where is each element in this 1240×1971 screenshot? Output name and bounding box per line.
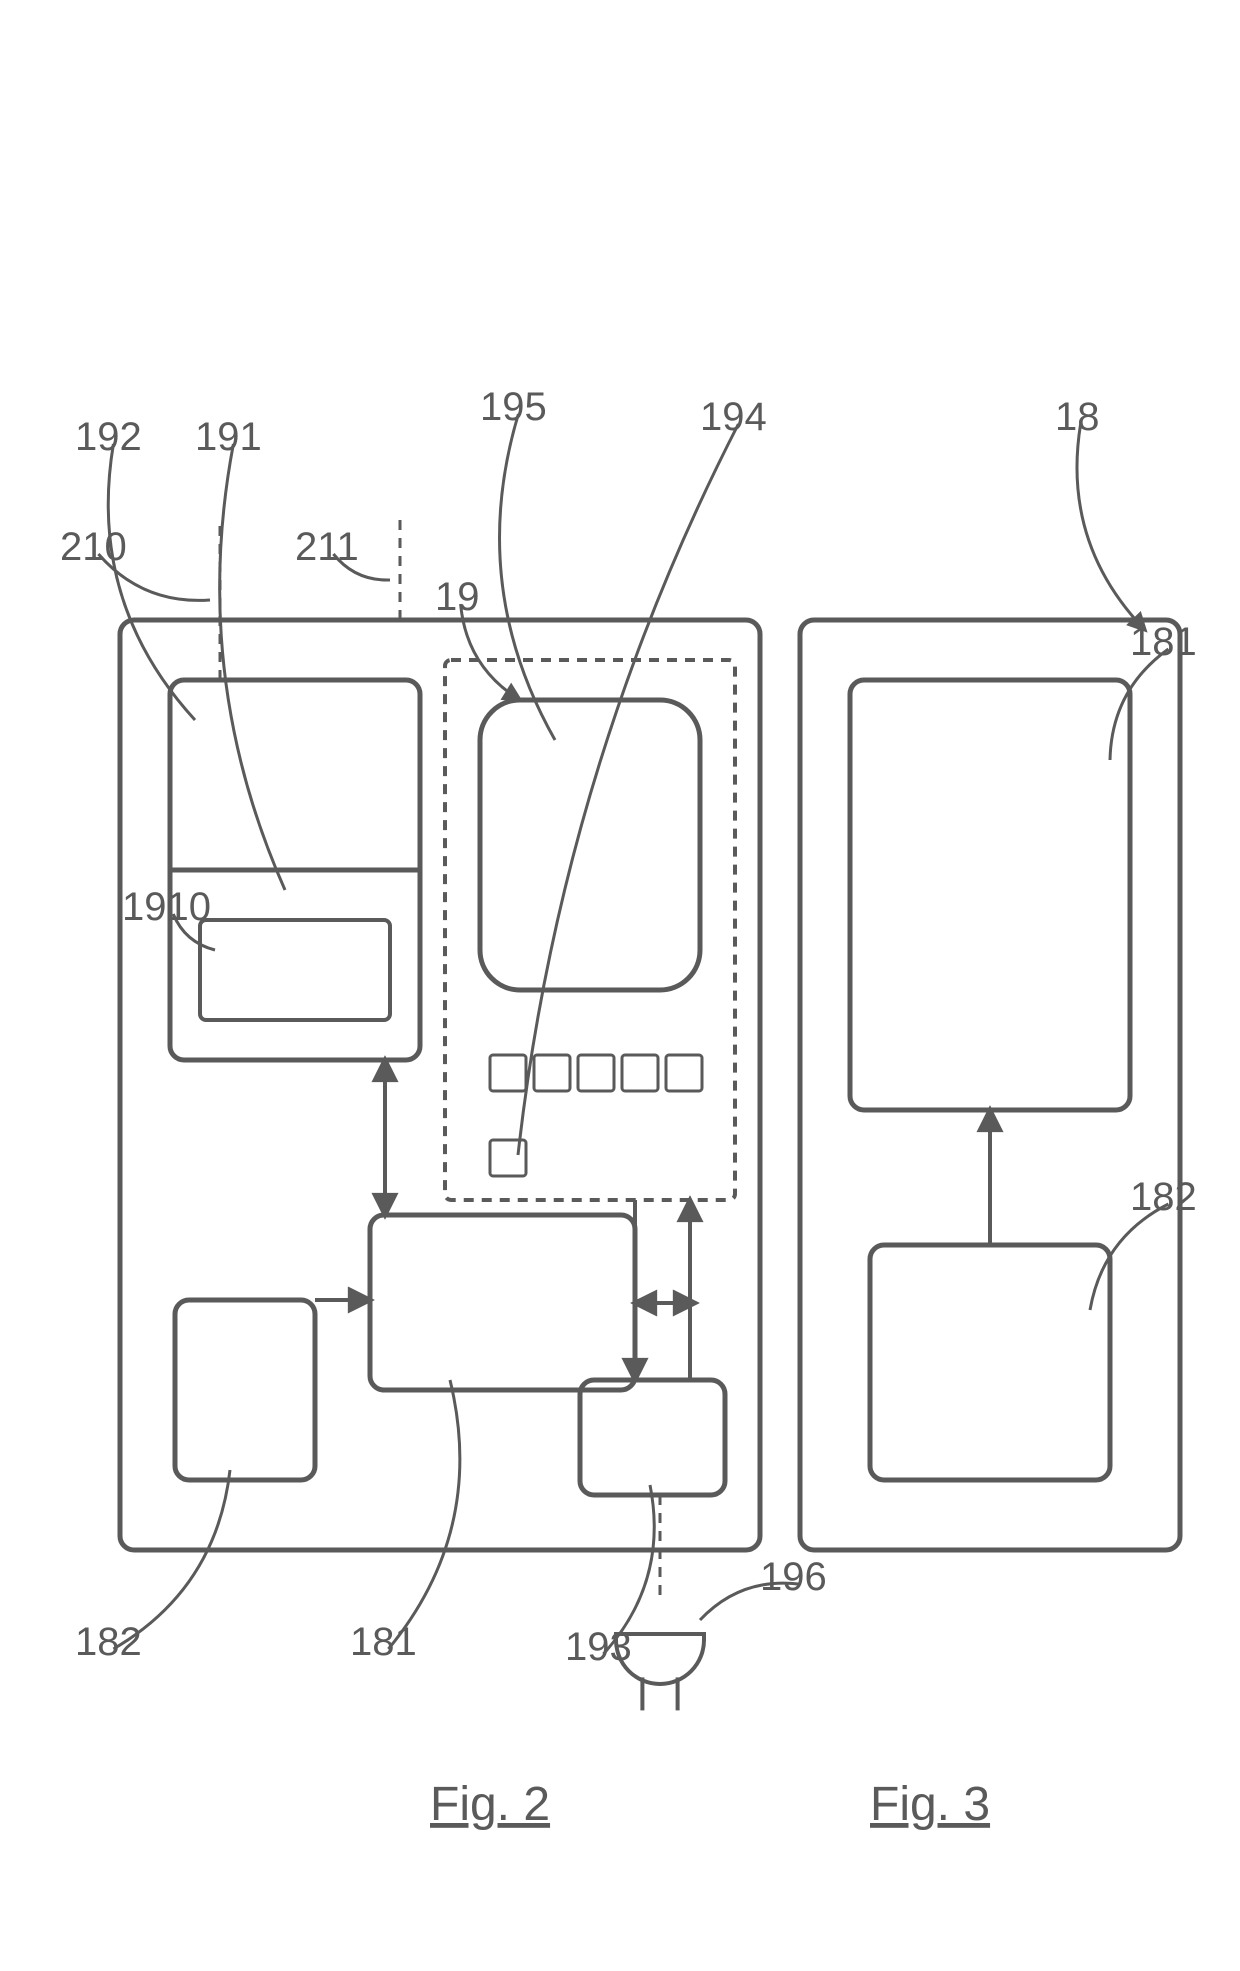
label-18: 18 bbox=[1055, 395, 1100, 439]
label-192: 192 bbox=[75, 415, 142, 459]
fig2-box-182 bbox=[175, 1300, 315, 1480]
label-182: 182 bbox=[1130, 1175, 1197, 1219]
leader-194 bbox=[518, 424, 738, 1155]
label-195: 195 bbox=[480, 385, 547, 429]
label-211: 211 bbox=[295, 525, 359, 569]
fig2-box-181 bbox=[370, 1215, 635, 1390]
fig2-box-1910 bbox=[200, 920, 390, 1020]
label-191: 191 bbox=[195, 415, 262, 459]
fig2-box-195 bbox=[480, 700, 700, 990]
label-1910: 1910 bbox=[122, 885, 211, 929]
fig2-outer bbox=[120, 620, 760, 1550]
label-196: 196 bbox=[760, 1555, 827, 1599]
fig2-button-194 bbox=[490, 1055, 526, 1091]
fig2-button-194 bbox=[666, 1055, 702, 1091]
leader-191 bbox=[220, 444, 285, 890]
label-19: 19 bbox=[435, 575, 480, 619]
leader-181 bbox=[388, 1380, 459, 1649]
fig2-box-193 bbox=[580, 1380, 725, 1495]
fig2-button-194 bbox=[578, 1055, 614, 1091]
fig3-caption: Fig. 3 bbox=[870, 1778, 990, 1831]
label-210: 210 bbox=[60, 525, 127, 569]
leader-18 bbox=[1077, 424, 1145, 630]
fig2-button-194 bbox=[534, 1055, 570, 1091]
fig3-box-182 bbox=[870, 1245, 1110, 1480]
label-181: 181 bbox=[1130, 620, 1197, 664]
fig2-caption: Fig. 2 bbox=[430, 1778, 550, 1831]
label-182: 182 bbox=[75, 1620, 142, 1664]
leader-181 bbox=[1110, 649, 1168, 760]
fig3-outer bbox=[800, 620, 1180, 1550]
leader-182 bbox=[1090, 1204, 1168, 1310]
fig2-panel-19 bbox=[445, 660, 735, 1200]
fig2-button-194 bbox=[622, 1055, 658, 1091]
fig3-box-181 bbox=[850, 680, 1130, 1110]
